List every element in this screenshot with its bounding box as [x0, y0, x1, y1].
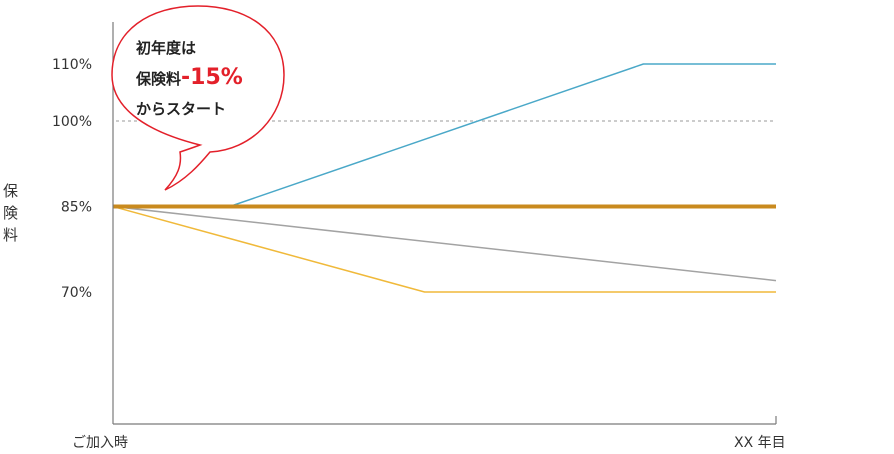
- y-tick-label: 85%: [61, 200, 92, 216]
- series-line-4: [112, 205, 776, 293]
- x-start-label: ご加入時: [72, 435, 128, 451]
- bubble-highlight: -15%: [181, 65, 243, 90]
- y-tick-label: 110%: [52, 57, 92, 73]
- y-axis-label: 保険料: [3, 182, 18, 244]
- y-axis-label-char: 料: [3, 226, 18, 244]
- bubble-shape: [111, 5, 285, 191]
- bubble-line-3: からスタート: [136, 100, 226, 118]
- annotation-bubble: 初年度は 保険料-15% からスタート: [111, 5, 285, 191]
- y-tick-label: 70%: [61, 285, 92, 301]
- y-axis-ticks: 110% 100% 85% 70%: [52, 57, 92, 301]
- bubble-line-2-prefix: 保険料: [135, 70, 181, 88]
- x-end-label: XX 年目: [734, 435, 786, 451]
- bubble-line-1: 初年度は: [136, 39, 196, 57]
- bubble-line-2: 保険料-15%: [135, 65, 243, 90]
- y-tick-label: 100%: [52, 114, 92, 130]
- y-axis-label-char: 険: [3, 204, 18, 222]
- y-axis-label-char: 保: [3, 182, 18, 200]
- series-lines: [112, 63, 777, 293]
- series-line-3: [112, 205, 777, 282]
